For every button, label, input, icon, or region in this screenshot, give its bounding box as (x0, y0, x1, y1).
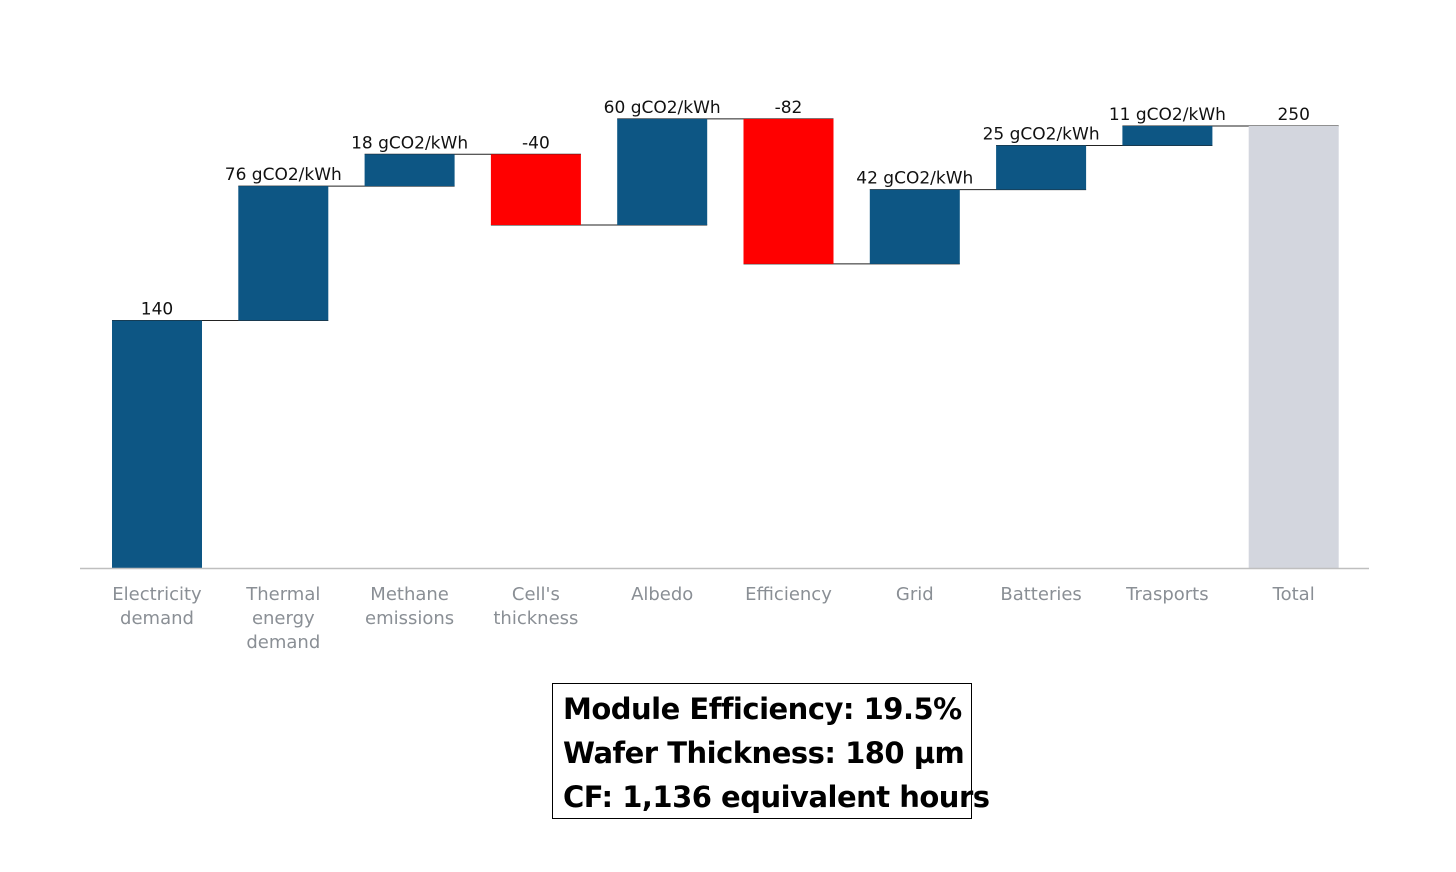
bar-4 (617, 118, 708, 226)
parameters-note-box: Module Efficiency: 19.5% Wafer Thickness… (552, 683, 990, 819)
note-wafer-thickness: Wafer Thickness: 180 µm (563, 736, 965, 770)
data-label-7: 25 gCO2/kWh (983, 124, 1100, 144)
bars (112, 118, 1339, 568)
category-labels: Electricity demand Thermal energy demand Meth… (112, 584, 1314, 653)
category-label-9: Total (1272, 584, 1315, 605)
bar-7 (996, 145, 1087, 190)
category-label-8: Trasports (1125, 584, 1208, 605)
data-label-9: 250 (1277, 105, 1309, 125)
category-label-5: Efficiency (745, 584, 832, 605)
data-label-5: -82 (775, 98, 803, 118)
note-capacity-factor: CF: 1,136 equivalent hours (563, 780, 990, 814)
category-label-3: Cell's thickness (493, 584, 578, 629)
category-label-0: Electricity demand (112, 584, 202, 629)
data-label-0: 140 (141, 299, 173, 319)
category-label-1: Thermal energy demand (245, 584, 320, 653)
bar-5 (743, 118, 834, 264)
category-label-4: Albedo (631, 584, 693, 605)
bar-9 (1248, 126, 1339, 568)
data-label-1: 76 gCO2/kWh (225, 165, 342, 185)
note-module-efficiency: Module Efficiency: 19.5% (563, 692, 962, 726)
category-label-7: Batteries (1000, 584, 1081, 605)
data-label-2: 18 gCO2/kWh (351, 133, 468, 153)
data-label-3: -40 (522, 133, 550, 153)
bar-8 (1122, 126, 1213, 146)
bar-6 (869, 189, 960, 264)
waterfall-chart: 140 76 gCO2/kWh 18 gCO2/kWh -40 60 gCO2/kWh -… (80, 98, 1369, 653)
data-label-8: 11 gCO2/kWh (1109, 105, 1226, 125)
bar-0 (112, 320, 202, 568)
category-label-6: Grid (896, 584, 934, 605)
data-label-4: 60 gCO2/kWh (604, 98, 721, 118)
data-labels: 140 76 gCO2/kWh 18 gCO2/kWh -40 60 gCO2/kWh -… (141, 98, 1310, 320)
bar-2 (364, 154, 455, 187)
category-label-2: Methane emissions (365, 584, 454, 629)
bar-1 (238, 186, 329, 321)
data-label-6: 42 gCO2/kWh (856, 169, 973, 189)
bar-3 (490, 154, 581, 226)
